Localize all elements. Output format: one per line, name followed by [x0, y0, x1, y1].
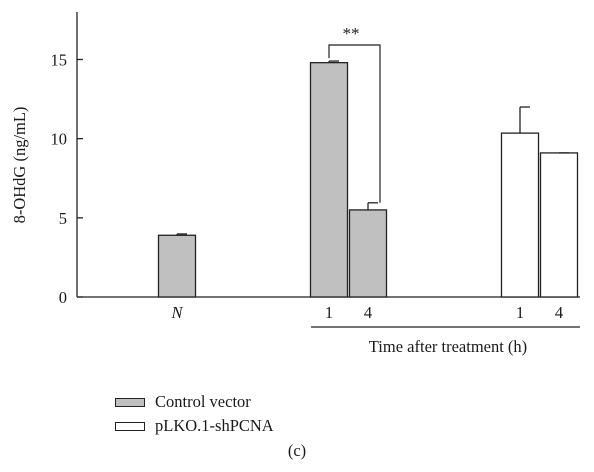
panel-label: (c) — [287, 441, 307, 460]
bar — [539, 152, 579, 298]
x-tick-label: N — [170, 303, 183, 322]
x-tick-label: 1 — [516, 303, 524, 322]
legend-swatch-control-vector — [115, 397, 145, 407]
bar — [500, 132, 540, 298]
legend-swatch-shpcna — [115, 421, 145, 431]
legend-label-shpcna: pLKO.1-shPCNA — [155, 416, 274, 435]
x-tick-label: 4 — [555, 303, 563, 322]
significance-label: ** — [343, 24, 360, 43]
significance-bracket — [328, 44, 381, 203]
legend-item-control-vector: Control vector — [115, 391, 251, 413]
legend-item-shpcna: pLKO.1-shPCNA — [115, 415, 274, 437]
x-axis-label: Time after treatment (h) — [369, 337, 527, 356]
y-tick-label: 10 — [51, 130, 68, 149]
bar — [309, 62, 349, 298]
bar — [348, 209, 388, 298]
legend-label-control-vector: Control vector — [155, 392, 251, 411]
y-tick-label: 5 — [59, 209, 67, 228]
x-tick-label: 1 — [325, 303, 333, 322]
y-tick-label: 0 — [59, 288, 67, 307]
x-tick-label: 4 — [364, 303, 372, 322]
bar — [157, 234, 197, 298]
y-tick-label: 15 — [51, 51, 68, 70]
y-axis-label: 8-OHdG (ng/mL) — [10, 107, 29, 224]
